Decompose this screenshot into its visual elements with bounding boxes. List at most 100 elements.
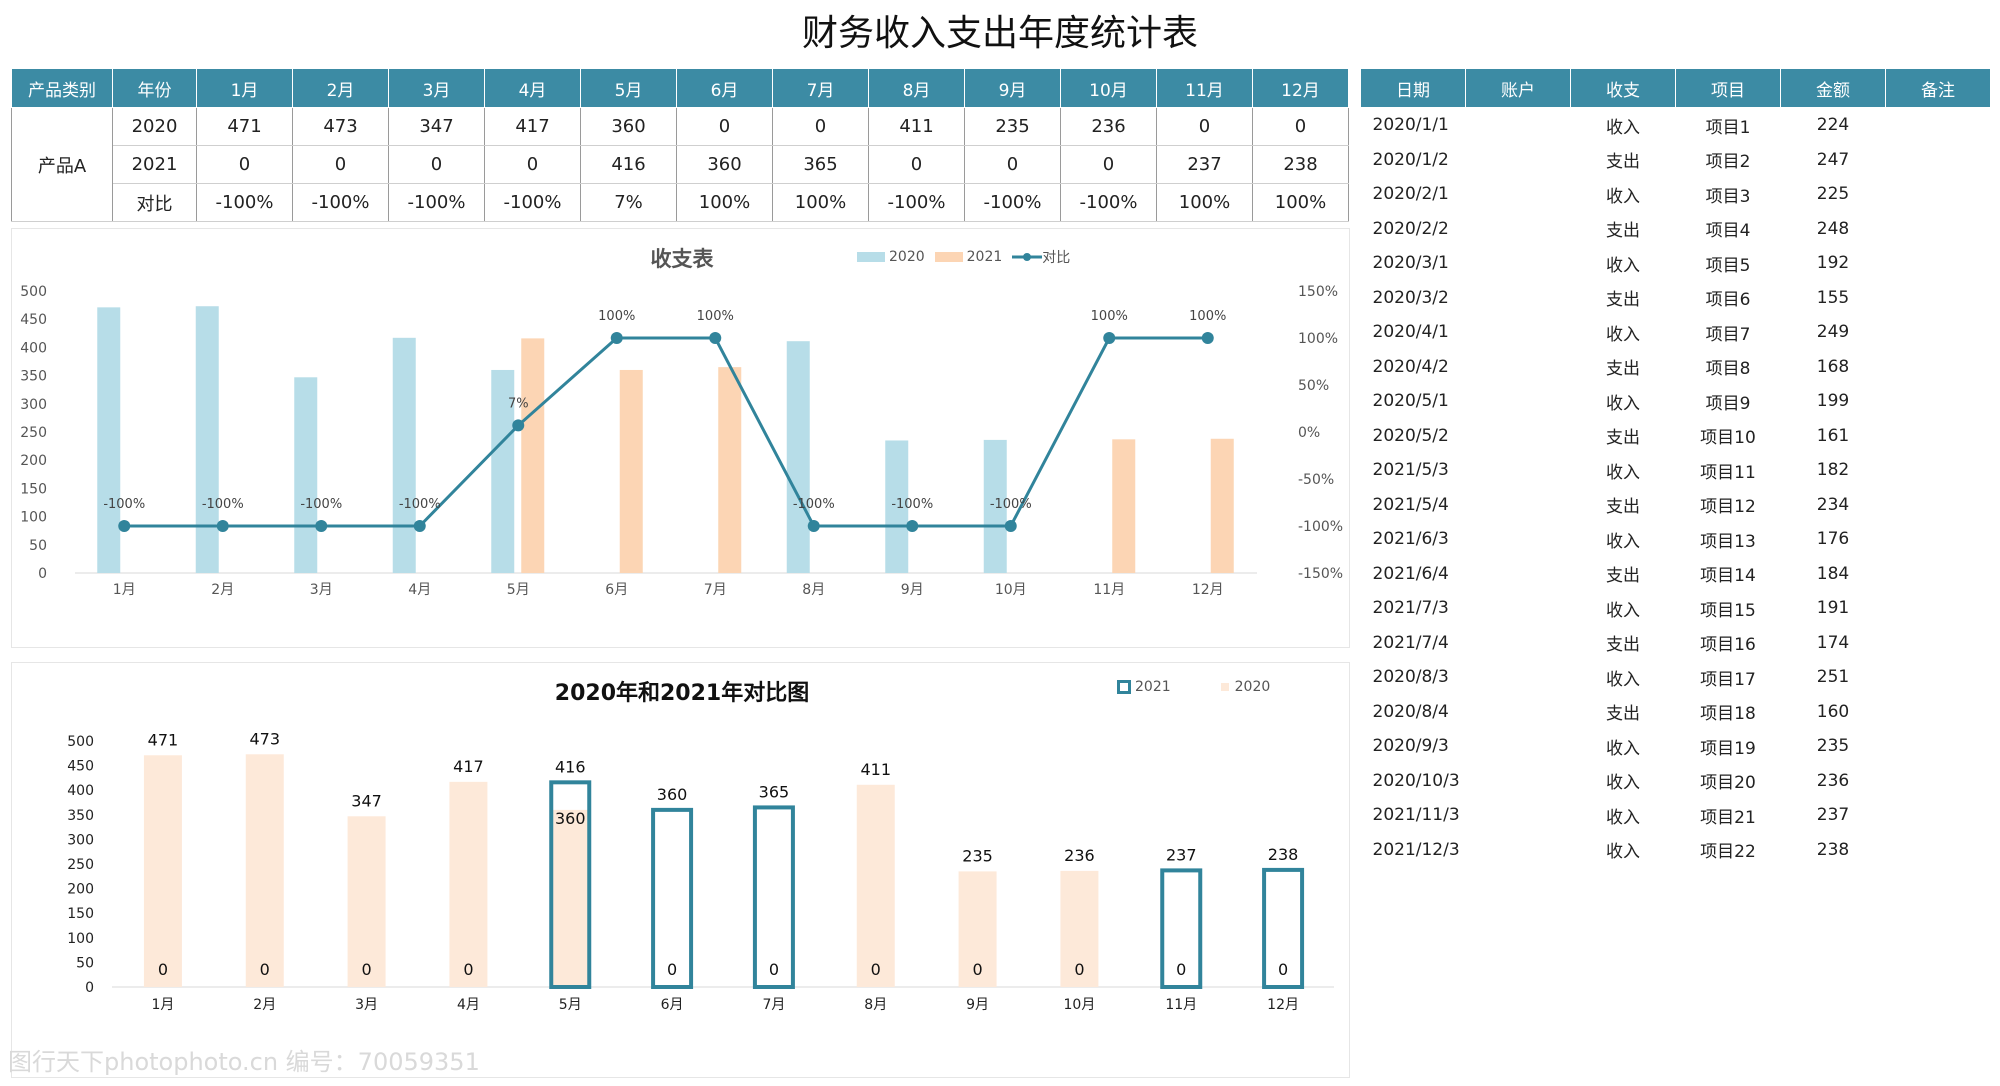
ledger-cell: 161	[1816, 425, 1850, 446]
ledger-cell: 2021/5/3	[1372, 460, 1449, 481]
x-tick-label: 1月	[151, 997, 174, 1013]
ledger-cell: 2021/7/4	[1372, 632, 1449, 653]
ledger-cell	[1886, 108, 1991, 143]
ledger-cell	[1886, 591, 1991, 626]
legend-swatch-2021	[934, 252, 963, 262]
ledger-cell: 235	[1816, 736, 1850, 757]
data-label: 471	[148, 730, 179, 749]
ledger-cell	[1886, 488, 1991, 523]
ledger-cell: 支出	[1606, 359, 1640, 380]
legend-line-marker	[1012, 253, 1043, 261]
y-tick-label: 500	[20, 284, 47, 300]
ledger-cell	[1886, 143, 1991, 178]
ledger-cell: 项目2	[1705, 152, 1751, 173]
ledger-cell: 2020/2/2	[1372, 218, 1449, 239]
summary-row: 产品A 2020 471 473 347 417 360 0 0 411 235 236 0 0	[11, 107, 1349, 222]
ratio-data-label: -100%	[300, 497, 342, 512]
value-cell: 411	[868, 107, 965, 146]
ratio-data-label: -100%	[891, 497, 933, 512]
summary-header-cell: 3月	[388, 68, 485, 108]
x-tick-label: 9月	[901, 582, 924, 598]
x-tick-label: 8月	[864, 997, 887, 1013]
ledger-cell: 项目1	[1705, 117, 1751, 138]
ledger-cell	[1466, 591, 1571, 626]
ledger-cell: 2021/6/3	[1372, 529, 1449, 550]
chart-title: 收支表	[650, 247, 714, 271]
ledger-cell: 184	[1816, 563, 1850, 584]
ledger-cell	[1886, 522, 1991, 557]
ledger-cell: 168	[1816, 356, 1850, 377]
legend-label-2021: 2021	[1135, 679, 1171, 695]
x-tick-label: 5月	[559, 997, 582, 1013]
bar-2021	[1210, 438, 1234, 573]
value-cell: -100%	[964, 183, 1061, 222]
ledger-cell	[1886, 212, 1991, 247]
data-label: 0	[972, 960, 982, 979]
value-cell: -100%	[388, 183, 485, 222]
ledger-row: 2021/7/3 收入 项目15 191	[1361, 591, 1991, 626]
ratio-line	[124, 336, 1208, 528]
value-cell: -100%	[196, 183, 293, 222]
summary-header-cell: 年份	[112, 68, 197, 108]
ledger-cell: 支出	[1606, 152, 1640, 173]
ledger-row: 2020/4/2 支出 项目8 168	[1361, 350, 1991, 385]
x-tick-label: 10月	[995, 582, 1027, 598]
legend-label-2020: 2020	[1234, 679, 1271, 695]
ledger-cell: 项目11	[1700, 462, 1756, 483]
bar-2020	[392, 337, 416, 573]
ledger-cell	[1466, 833, 1571, 868]
ledger-cell	[1886, 557, 1991, 592]
ledger-cell: 项目6	[1705, 290, 1751, 311]
ledger-cell: 2020/8/3	[1372, 667, 1449, 688]
data-label: 0	[667, 960, 677, 979]
ledger-cell: 项目8	[1705, 359, 1751, 380]
data-label: 0	[463, 960, 473, 979]
ratio-data-label: -100%	[990, 497, 1032, 512]
y-tick-label: 450	[20, 312, 47, 328]
bar-2020	[347, 816, 386, 987]
y-tick-label: 350	[67, 808, 94, 824]
ledger-cell: 项目14	[1700, 566, 1756, 587]
chart2-plot: 0 50 100 150 200 250 300 350 400 450 500 1月 471 0 2月 47…	[67, 729, 1334, 1013]
ledger-cell: 2021/6/4	[1372, 563, 1449, 584]
ledger-cell	[1466, 488, 1571, 523]
data-label: 360	[657, 785, 688, 804]
ledger-cell: 2020/4/1	[1372, 322, 1449, 343]
chart1-plot: 0 50 100 150 200 250 300 350 400 450 500 -150% -100%…	[20, 284, 1343, 598]
ledger-row: 2021/7/4 支出 项目16 174	[1361, 626, 1991, 661]
ledger-cell	[1466, 729, 1571, 764]
ledger-row: 2021/11/3 收入 项目21 237	[1361, 798, 1991, 833]
ledger-row: 2020/1/1 收入 项目1 224	[1361, 108, 1991, 143]
ledger-cell: 支出	[1606, 428, 1640, 449]
data-label: 0	[769, 960, 779, 979]
row-label-cell: 对比	[112, 183, 197, 222]
ledger-cell: 项目22	[1700, 842, 1756, 863]
ledger-row: 2020/3/2 支出 项目6 155	[1361, 281, 1991, 316]
ledger-cell: 238	[1816, 839, 1850, 860]
ratio-data-label: 100%	[1189, 309, 1226, 324]
ledger-cell	[1886, 660, 1991, 695]
summary-header-cell: 9月	[964, 68, 1061, 108]
value-cell: -100%	[484, 183, 581, 222]
ledger-cell	[1466, 384, 1571, 419]
data-label: 235	[962, 846, 993, 865]
bar-2020	[97, 307, 121, 573]
ledger-header-cell: 备注	[1885, 68, 1991, 108]
ledger-cell: 174	[1816, 632, 1850, 653]
ratio-point	[118, 520, 131, 532]
ledger-row: 2020/1/2 支出 项目2 247	[1361, 143, 1991, 178]
ledger-cell: 项目10	[1700, 428, 1756, 449]
ledger-row: 2020/5/2 支出 项目10 161	[1361, 419, 1991, 454]
ledger-row: 2020/2/2 支出 项目4 248	[1361, 212, 1991, 247]
ledger-cell	[1466, 281, 1571, 316]
legend-label-2021: 2021	[966, 249, 1003, 265]
value-cell: -100%	[1060, 183, 1157, 222]
bar-2020	[195, 306, 219, 573]
bar-2020	[958, 871, 997, 987]
bar-2020	[983, 439, 1007, 573]
y2-tick-label: -150%	[1298, 566, 1343, 582]
chart-legend: 2020 2021 对比	[857, 247, 1080, 267]
ledger-cell: 项目21	[1700, 807, 1756, 828]
ledger-cell: 2020/5/2	[1372, 425, 1449, 446]
ledger-cell	[1466, 246, 1571, 281]
